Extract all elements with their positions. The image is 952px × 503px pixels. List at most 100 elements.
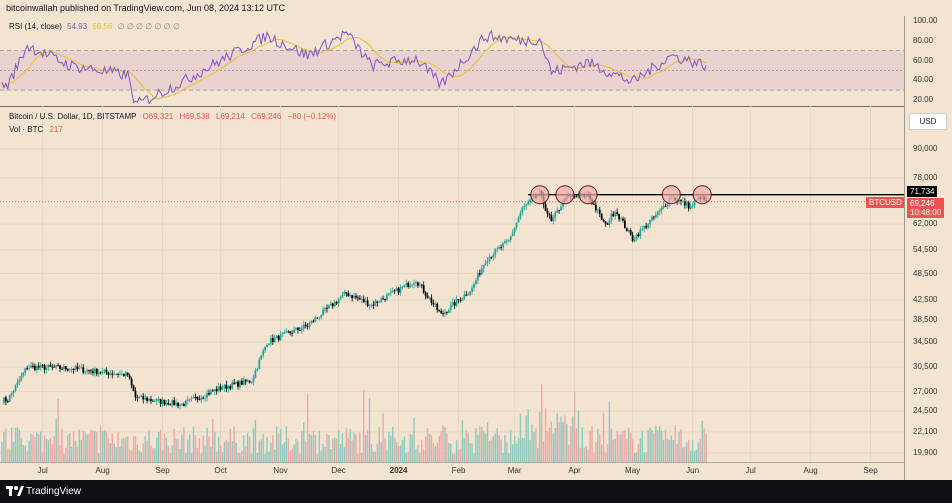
volume-bar (662, 439, 665, 462)
volume-bar (647, 430, 649, 462)
volume-bar (378, 427, 380, 462)
candle-body (142, 395, 145, 400)
volume-bar (156, 437, 158, 462)
candle-body (511, 232, 514, 236)
candle-body (32, 365, 34, 367)
price-axis-tick: 42,500 (913, 295, 938, 305)
volume-bar (544, 408, 547, 462)
change-value: −80 (−0.12%) (287, 112, 337, 121)
volume-bar (531, 424, 533, 462)
candle-body (304, 324, 307, 326)
candle-body (250, 382, 253, 384)
candle-body (347, 293, 350, 296)
rsi-axis-tick: 40.00 (913, 75, 934, 85)
volume-bar (537, 447, 539, 462)
candle-body (177, 402, 179, 407)
candle-body (682, 200, 684, 202)
price-panel[interactable]: Bitcoin / U.S. Dollar, 1D, BITSTAMP O69,… (0, 106, 905, 462)
candle-body (306, 325, 309, 327)
volume-bar (560, 416, 562, 462)
candle-body (277, 335, 280, 341)
volume-bar (297, 440, 299, 462)
volume-bar (370, 443, 373, 462)
price-axis-tick: 48,500 (913, 268, 938, 278)
volume-bar (99, 425, 102, 462)
volume-bar (202, 435, 204, 462)
candle-body (244, 379, 247, 382)
volume-bar (527, 409, 529, 462)
price-axis-tick: 62,000 (913, 219, 938, 229)
candle-body (109, 373, 112, 375)
volume-bar (45, 438, 48, 462)
volume-bar (477, 435, 479, 462)
candle-body (399, 287, 402, 293)
price-axis-tick: 27,000 (913, 386, 938, 396)
volume-bar (341, 433, 344, 462)
candle-body (61, 368, 63, 370)
candle-body (157, 398, 160, 400)
volume-bar (635, 452, 638, 462)
volume-bar (165, 437, 168, 462)
volume-bar (212, 419, 214, 462)
volume-bar (316, 453, 319, 462)
volume-bar (597, 428, 599, 462)
footer-brand: TradingView (26, 486, 82, 497)
volume-bar (74, 441, 77, 462)
volume-bar (117, 432, 119, 462)
volume-bar (599, 434, 601, 462)
candle-body (97, 372, 100, 375)
candle-body (407, 282, 410, 288)
candle-body (461, 298, 464, 301)
volume-bar (227, 441, 230, 462)
candle-body (302, 324, 305, 329)
volume-bar (252, 428, 255, 462)
candle-body (620, 218, 622, 220)
volume-bar (593, 452, 595, 462)
candle-body (202, 397, 205, 399)
volume-bar (198, 438, 201, 462)
time-axis-tick: Mar (507, 466, 522, 475)
candle-body (206, 393, 208, 398)
candle-body (517, 217, 520, 223)
volume-bar (428, 433, 431, 462)
candle-body (6, 401, 9, 402)
volume-bar (701, 420, 703, 462)
candle-body (335, 301, 338, 304)
volume-bar (221, 451, 224, 462)
candle-body (666, 204, 669, 207)
volume-bar (293, 444, 295, 462)
time-axis[interactable]: Jul Aug Sep Oct Nov Dec 2024 Feb Mar Apr May Jun Jul… (0, 462, 904, 481)
volume-bar (583, 447, 585, 462)
candle-body (264, 346, 266, 351)
time-axis-tick: Feb (451, 466, 466, 475)
price-axis-tick: 34,500 (913, 337, 938, 347)
price-axis[interactable]: 100.00 80.00 60.00 40.00 20.00 USD 90,000 78,… (904, 16, 952, 480)
volume-bar (539, 411, 541, 462)
rsi-panel[interactable]: RSI (14, close) 54.93 56.56 ∅ ∅ ∅ ∅ ∅ ∅ … (0, 16, 904, 107)
volume-bar (523, 438, 525, 462)
candle-body (316, 317, 319, 319)
time-axis-tick: Jun (686, 466, 700, 475)
volume-bar (415, 449, 417, 462)
volume-bar (602, 412, 605, 462)
rsi-indicator-icons[interactable]: ∅ ∅ ∅ ∅ ∅ ∅ ∅ (117, 22, 180, 31)
candle-body (283, 332, 286, 334)
candle-body (240, 380, 243, 385)
candle-body (393, 290, 396, 292)
publisher-text: bitcoinwallah published on TradingView.c… (6, 3, 286, 13)
candle-body (473, 284, 475, 288)
volume-bar (471, 443, 473, 462)
volume-bar (533, 431, 535, 462)
volume-bar (453, 453, 456, 462)
candle-body (349, 295, 352, 297)
candle-body (593, 203, 595, 205)
candle-body (380, 298, 383, 303)
volume-bar (67, 435, 69, 462)
candle-body (134, 391, 137, 398)
volume-bar (30, 433, 32, 462)
volume-bar (508, 452, 510, 462)
time-axis-tick: Aug (803, 466, 818, 475)
volume-bar (651, 430, 653, 462)
volume-bar (620, 434, 622, 462)
currency-button[interactable]: USD (909, 113, 947, 130)
